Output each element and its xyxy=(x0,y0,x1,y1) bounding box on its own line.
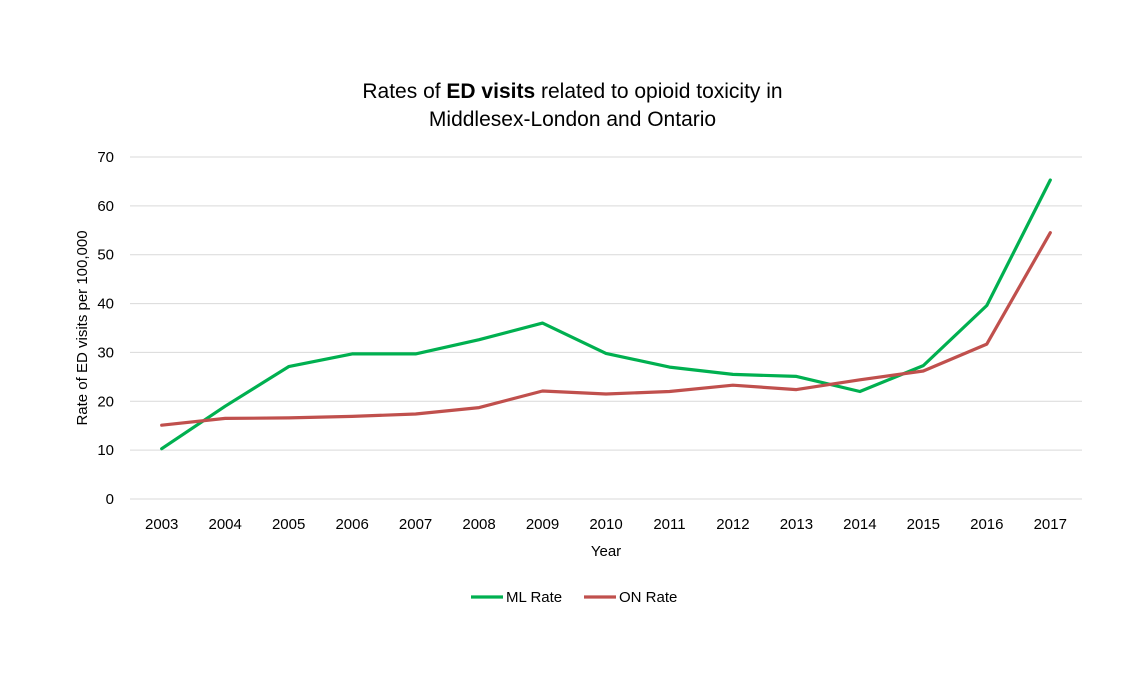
x-tick-label: 2017 xyxy=(1034,516,1067,533)
legend-label: ON Rate xyxy=(619,589,677,606)
chart-title-bold: ED visits xyxy=(446,80,536,103)
x-tick-label: 2009 xyxy=(526,516,559,533)
y-tick-label: 0 xyxy=(106,491,114,508)
series-lines xyxy=(160,178,1052,451)
chart-title: Rates of ED visits related to opioid tox… xyxy=(0,78,1145,134)
y-tick-label: 40 xyxy=(97,296,114,313)
chart-title-suffix: related to opioid toxicity in xyxy=(535,80,783,103)
x-tick-label: 2004 xyxy=(209,516,242,533)
x-tick-label: 2006 xyxy=(335,516,368,533)
x-tick-label: 2007 xyxy=(399,516,432,533)
x-tick-label: 2012 xyxy=(716,516,749,533)
x-tick-label: 2014 xyxy=(843,516,876,533)
series-line-on-rate xyxy=(160,231,1052,427)
x-tick-label: 2003 xyxy=(145,516,178,533)
x-tick-label: 2008 xyxy=(462,516,495,533)
gridlines xyxy=(130,156,1082,500)
y-axis-title: Rate of ED visits per 100,000 xyxy=(74,230,91,425)
y-axis-ticks: 0 10 20 30 40 50 60 70 xyxy=(97,149,114,508)
series-line-ml-rate xyxy=(160,178,1052,451)
x-tick-label: 2005 xyxy=(272,516,305,533)
legend: ML Rate ON Rate xyxy=(471,589,677,606)
legend-label: ML Rate xyxy=(506,589,562,606)
y-tick-label: 20 xyxy=(97,393,114,410)
y-tick-label: 60 xyxy=(97,198,114,215)
chart-title-prefix: Rates of xyxy=(362,80,447,103)
x-tick-label: 2015 xyxy=(907,516,940,533)
x-tick-label: 2010 xyxy=(589,516,622,533)
x-tick-label: 2013 xyxy=(780,516,813,533)
x-axis-title: Year xyxy=(591,543,621,560)
chart-title-line-2: Middlesex-London and Ontario xyxy=(428,108,717,131)
y-tick-label: 70 xyxy=(97,149,114,166)
x-tick-label: 2016 xyxy=(970,516,1003,533)
chart-title-line-1: Rates of ED visits related to opioid tox… xyxy=(0,78,1145,106)
x-axis-ticks: 2003 2004 2005 2006 2007 2008 2009 2010 2011 2012… xyxy=(145,516,1067,533)
x-tick-label: 2011 xyxy=(653,516,685,533)
y-tick-label: 10 xyxy=(97,442,114,459)
y-tick-label: 30 xyxy=(97,344,114,361)
y-tick-label: 50 xyxy=(97,247,114,264)
